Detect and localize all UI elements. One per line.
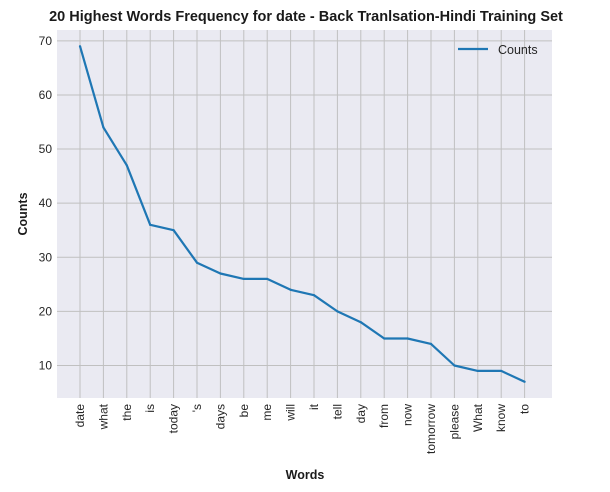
x-tick-label: the bbox=[120, 404, 134, 421]
x-tick-label: from bbox=[377, 404, 391, 428]
x-tick-label: day bbox=[354, 404, 368, 423]
x-tick-label: now bbox=[401, 404, 415, 426]
data-point bbox=[453, 364, 455, 366]
x-tick-label: to bbox=[518, 404, 532, 414]
y-tick-label: 70 bbox=[39, 34, 53, 48]
data-point bbox=[219, 272, 221, 274]
x-tick-label: tell bbox=[330, 404, 344, 419]
data-point bbox=[243, 278, 245, 280]
x-tick-label: what bbox=[96, 403, 110, 430]
data-point bbox=[360, 321, 362, 323]
y-axis: 10 20 30 40 50 60 70 bbox=[39, 34, 53, 373]
data-point bbox=[430, 343, 432, 345]
x-tick-label: today bbox=[167, 404, 181, 433]
x-tick-label: tomorrow bbox=[424, 404, 438, 454]
y-tick-label: 20 bbox=[39, 304, 53, 318]
x-tick-label: please bbox=[447, 404, 461, 440]
data-point bbox=[407, 337, 409, 339]
data-point bbox=[79, 45, 81, 47]
data-point bbox=[313, 294, 315, 296]
y-axis-label: Counts bbox=[16, 192, 30, 235]
y-tick-label: 60 bbox=[39, 88, 53, 102]
y-tick-label: 10 bbox=[39, 359, 53, 373]
data-point bbox=[173, 229, 175, 231]
x-tick-label: know bbox=[494, 404, 508, 432]
legend-label-counts: Counts bbox=[498, 43, 538, 57]
x-tick-label: it bbox=[307, 403, 321, 410]
data-point bbox=[102, 126, 104, 128]
x-tick-label: is bbox=[143, 404, 157, 413]
x-tick-label: What bbox=[471, 403, 485, 432]
x-tick-label: me bbox=[260, 404, 274, 421]
chart-title: 20 Highest Words Frequency for date - Ba… bbox=[49, 9, 563, 25]
x-tick-label: 's bbox=[190, 404, 204, 412]
y-tick-label: 30 bbox=[39, 250, 53, 264]
x-tick-label: be bbox=[237, 404, 251, 418]
x-tick-label: will bbox=[284, 404, 298, 422]
x-tick-label: date bbox=[73, 404, 87, 428]
y-tick-label: 50 bbox=[39, 142, 53, 156]
data-point bbox=[149, 224, 151, 226]
data-point bbox=[266, 278, 268, 280]
data-point bbox=[477, 370, 479, 372]
x-tick-label: days bbox=[213, 404, 227, 429]
data-point bbox=[196, 262, 198, 264]
data-point bbox=[290, 289, 292, 291]
data-point bbox=[383, 337, 385, 339]
data-point bbox=[336, 310, 338, 312]
y-tick-label: 40 bbox=[39, 196, 53, 210]
data-point bbox=[500, 370, 502, 372]
data-point bbox=[126, 164, 128, 166]
x-axis: date what the is today 's days be me will it tell da… bbox=[73, 403, 532, 454]
x-axis-label: Words bbox=[286, 468, 325, 482]
data-point bbox=[524, 381, 526, 383]
